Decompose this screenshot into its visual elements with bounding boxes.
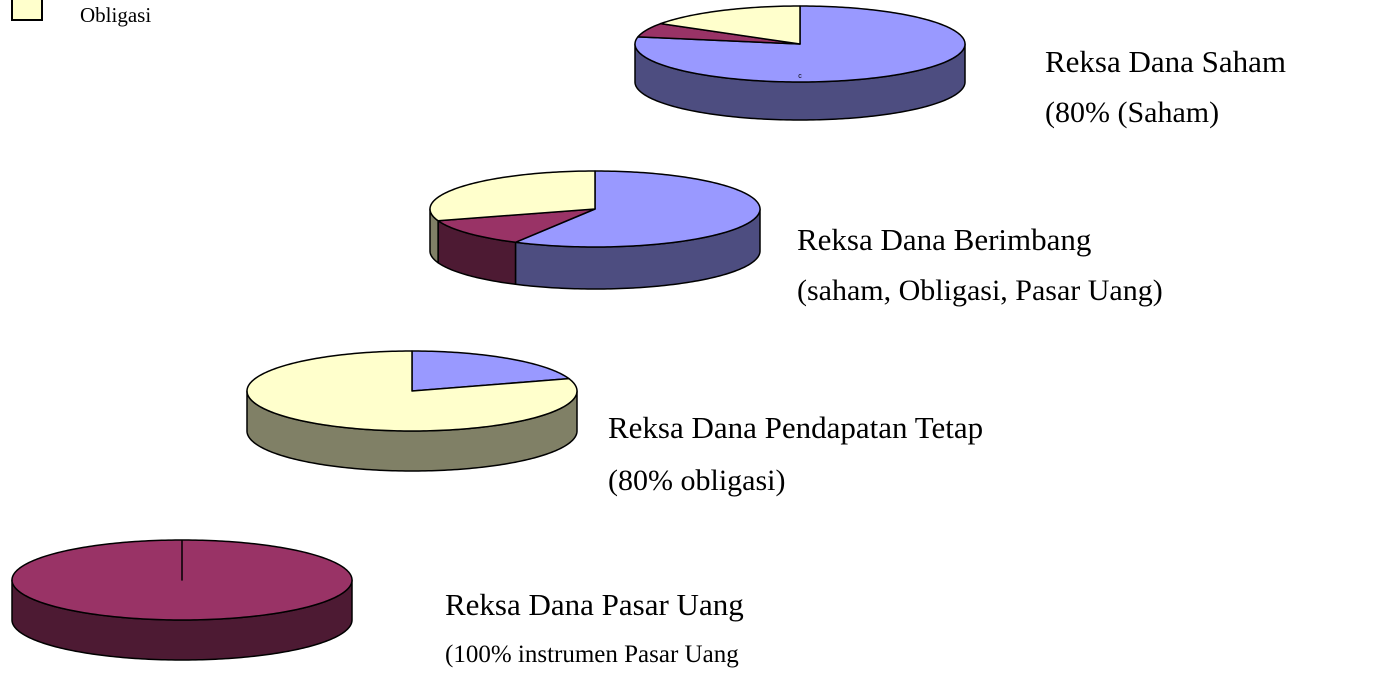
legend-swatch <box>11 0 43 21</box>
chart-subtitle: (saham, Obligasi, Pasar Uang) <box>797 274 1163 307</box>
chart-subtitle: (80% (Saham) <box>1045 96 1219 129</box>
slice <box>246 350 578 432</box>
slice <box>637 22 801 45</box>
slice <box>659 5 801 45</box>
legend-label: Obligasi <box>80 3 151 27</box>
slice <box>514 170 761 248</box>
chart-title: Reksa Dana Saham <box>1045 44 1286 79</box>
slice <box>429 170 596 222</box>
chart-subtitle: (80% obligasi) <box>608 464 785 497</box>
annotation: c <box>798 73 802 80</box>
chart-title: Reksa Dana Pasar Uang <box>445 587 744 622</box>
chart-title: Reksa Dana Pendapatan Tetap <box>608 410 983 445</box>
chart-subtitle: (100% instrumen Pasar Uang <box>445 641 739 668</box>
slice <box>11 539 353 621</box>
chart-title: Reksa Dana Berimbang <box>797 222 1091 257</box>
slice <box>437 208 596 244</box>
